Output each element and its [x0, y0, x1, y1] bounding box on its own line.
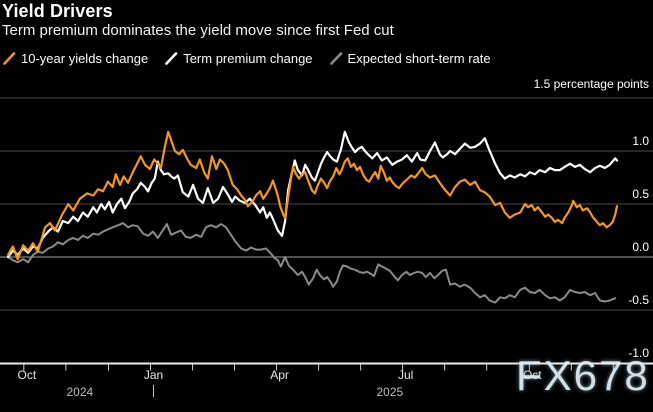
legend-item-10-year-yields-change: 10-year yields change: [3, 51, 148, 66]
x-year-label-2024: 2024: [66, 385, 94, 399]
x-year-divider: [152, 385, 155, 397]
legend-item-expected-short-term-rate: Expected short-term rate: [329, 51, 491, 66]
series-line-term-premium-change: [6, 130, 619, 259]
legend-label: 10-year yields change: [21, 51, 149, 66]
x-month-label-4: Oct: [522, 368, 542, 382]
y-tick-label-0.5: 0.5: [632, 187, 649, 201]
x-month-label-1: Jan: [143, 368, 164, 382]
legend-label: Term premium change: [183, 51, 313, 66]
chart-title: Yield Drivers: [2, 1, 113, 21]
x-year-label-2025: 2025: [376, 385, 404, 399]
watermark-text: FX678: [516, 352, 650, 399]
y-tick-label-1.0: 1.0: [632, 134, 649, 148]
y-tick-label--1.0: -1.0: [628, 346, 649, 360]
legend-slash-icon-10-year-yields-change: [3, 52, 16, 65]
series-line-10-year-yields-change: [6, 130, 619, 261]
y-tick-label-0.0: 0.0: [632, 240, 649, 254]
series-line-expected-short-term-rate: [7, 222, 617, 304]
legend-slash-icon-term-premium-change: [165, 52, 178, 65]
chart-subtitle: Term premium dominates the yield move si…: [2, 22, 394, 39]
legend-slash-icon-expected-short-term-rate: [329, 52, 342, 65]
legend-item-term-premium-change: Term premium change: [165, 51, 313, 66]
chart-legend: 10-year yields change Term premium change…: [3, 51, 491, 66]
x-month-label-2: Apr: [270, 368, 289, 382]
y-axis-unit-label: 1.5 percentage points: [533, 77, 649, 91]
x-month-label-3: Jul: [397, 368, 414, 382]
legend-label: Expected short-term rate: [347, 51, 491, 66]
y-tick-label--0.5: -0.5: [628, 293, 649, 307]
x-month-label-0: Oct: [17, 368, 37, 382]
